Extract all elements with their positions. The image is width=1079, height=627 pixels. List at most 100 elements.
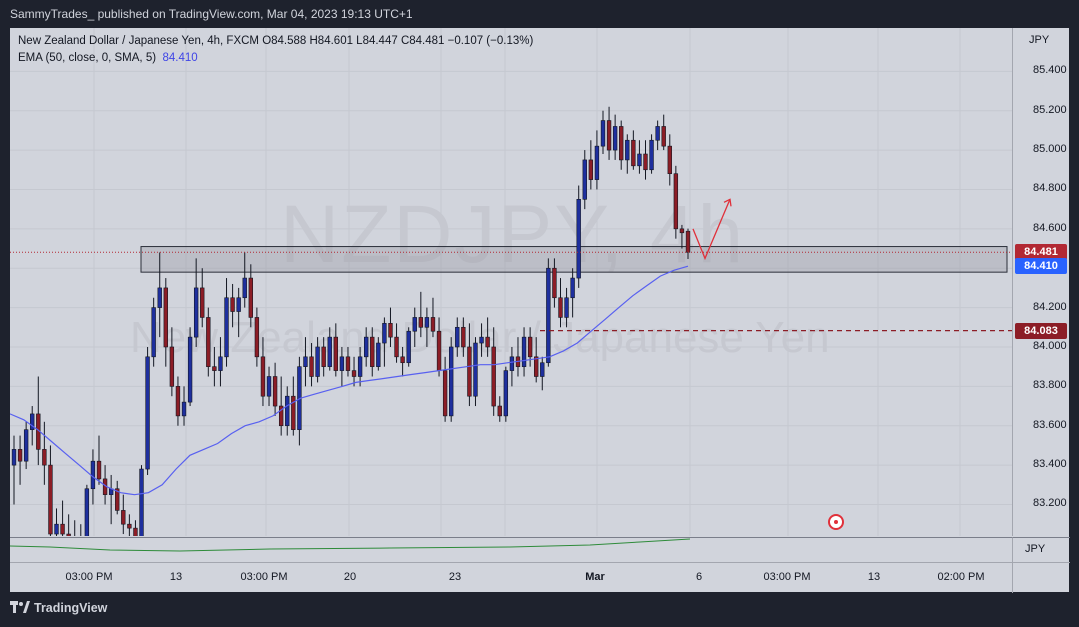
candle-body	[449, 346, 454, 417]
price-badge: 84.481	[1015, 244, 1067, 261]
ema-legend[interactable]: EMA (50, close, 0, SMA, 5) 84.410	[18, 52, 198, 64]
candle-body	[163, 287, 168, 348]
symbol-legend[interactable]: New Zealand Dollar / Japanese Yen, 4h, F…	[18, 35, 534, 47]
candle-body	[254, 317, 260, 358]
chart-frame[interactable]: NZDJPY, 4h New Zealand Dollar / Japanese…	[10, 28, 1070, 593]
candle-body	[278, 405, 284, 427]
candle-body	[619, 126, 624, 161]
candle-body	[655, 126, 660, 141]
time-tick: 6	[695, 571, 703, 583]
candle-body	[442, 370, 448, 417]
candle-body	[339, 356, 345, 371]
price-tick: 84.200	[1033, 300, 1067, 313]
alert-icon[interactable]	[828, 514, 844, 530]
time-tick: 20	[343, 571, 357, 583]
candle-body	[631, 139, 636, 167]
candle-body	[497, 405, 502, 417]
main-pane[interactable]: NZDJPY, 4h New Zealand Dollar / Japanese…	[10, 28, 1012, 536]
candle-body	[576, 199, 581, 279]
candle-body	[242, 277, 247, 299]
price-badge: 84.410	[1015, 258, 1067, 275]
candle-body	[127, 523, 132, 529]
time-tick: 03:00 PM	[65, 571, 113, 583]
candle-body	[527, 336, 533, 358]
candle-body	[96, 460, 102, 480]
candle-body	[54, 523, 59, 535]
candle-body	[206, 317, 211, 367]
candle-body	[673, 173, 679, 230]
candle-body	[643, 153, 648, 171]
axis-corner	[1012, 562, 1070, 593]
candle-body	[315, 346, 320, 377]
candle-body	[333, 336, 339, 371]
candle-body	[588, 159, 594, 180]
support-zone	[140, 246, 1008, 273]
price-tick: 84.800	[1033, 182, 1067, 195]
candle-body	[145, 356, 150, 470]
candle-body	[169, 346, 175, 387]
indicator-pane[interactable]	[10, 537, 1012, 562]
candle-body	[23, 429, 29, 462]
candle-body	[534, 356, 539, 377]
candle-body	[157, 287, 162, 308]
price-tick: 84.600	[1033, 221, 1067, 234]
publisher-text: SammyTrades_ published on TradingView.co…	[10, 7, 413, 21]
candle-body	[388, 323, 393, 338]
candle-body	[606, 120, 612, 151]
candle-body	[266, 376, 272, 397]
candle-body	[48, 464, 53, 535]
time-tick: 23	[448, 571, 462, 583]
indicator-axis[interactable]: JPY	[1012, 537, 1070, 562]
candle-body	[303, 356, 308, 367]
ema-legend-label: EMA (50, close, 0, SMA, 5)	[18, 52, 157, 64]
candle-body	[382, 323, 387, 344]
candle-body	[248, 277, 253, 318]
candle-body	[570, 277, 575, 299]
candle-body	[66, 533, 71, 536]
candle-body	[181, 401, 187, 417]
candle-body	[327, 336, 332, 367]
candle-body	[224, 297, 229, 358]
time-tick: 02:00 PM	[937, 571, 985, 583]
tradingview-brand[interactable]: TradingView	[10, 601, 107, 615]
price-tick: 83.200	[1033, 497, 1067, 510]
candle-body	[193, 287, 199, 338]
candle-body	[637, 153, 642, 167]
price-tick: 83.600	[1033, 418, 1067, 431]
brand-name: TradingView	[34, 601, 108, 615]
symbol-watermark: NZDJPY, 4h	[280, 189, 746, 280]
candle-body	[394, 336, 399, 358]
candle-body	[485, 336, 490, 348]
candle-body	[260, 356, 266, 397]
time-tick: 03:00 PM	[763, 571, 811, 583]
candle-body	[400, 356, 405, 364]
candle-body	[661, 126, 666, 147]
candle-body	[60, 523, 65, 535]
candle-body	[139, 468, 144, 536]
candle-body	[363, 336, 369, 358]
candle-body	[212, 366, 217, 371]
price-plot[interactable]	[10, 28, 1012, 536]
time-axis[interactable]: 03:00 PM 13 03:00 PM 20 23 Mar 6 03:00 PM 13 02:0…	[10, 562, 1012, 593]
candle-body	[218, 356, 223, 371]
time-tick: Mar	[585, 571, 605, 583]
price-badge: 84.083	[1015, 322, 1067, 339]
candle-body	[667, 145, 672, 175]
candle-body	[345, 356, 351, 371]
publisher-bar: SammyTrades_ published on TradingView.co…	[0, 0, 1079, 28]
price-tick: 84.000	[1033, 339, 1067, 352]
indicator-line	[10, 538, 691, 552]
candle-body	[17, 449, 23, 462]
tradingview-logo-icon	[10, 601, 30, 613]
candle-body	[418, 317, 424, 328]
candle-body	[679, 228, 685, 234]
candle-body	[115, 488, 120, 511]
candle-body	[121, 510, 126, 525]
candle-body	[291, 395, 296, 430]
candle-body	[436, 330, 442, 371]
price-axis[interactable]: JPY 85.40085.20085.00084.80084.60084.400…	[1012, 28, 1070, 536]
candle-body	[151, 307, 156, 358]
candle-body	[491, 346, 496, 407]
candle-body	[521, 336, 527, 367]
ema-legend-value: 84.410	[162, 52, 198, 64]
